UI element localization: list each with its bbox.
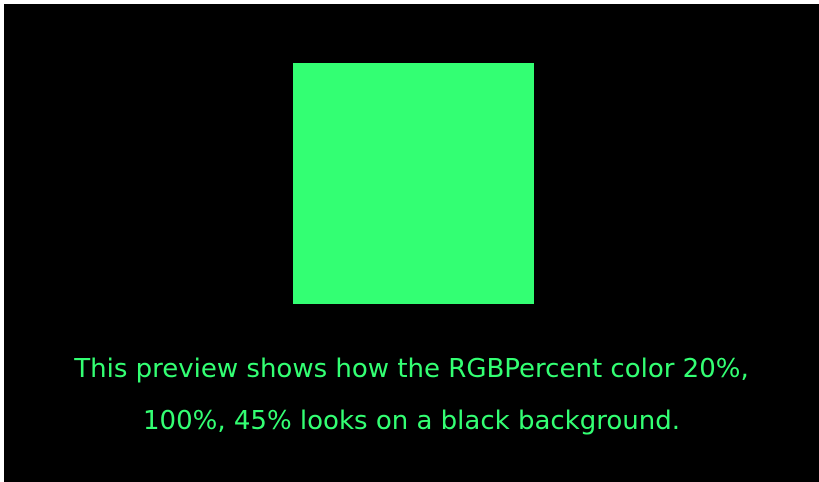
preview-panel: This preview shows how the RGBPercent co… [4, 4, 819, 482]
caption-line-2: 100%, 45% looks on a black background. [143, 406, 680, 436]
caption-line-1: This preview shows how the RGBPercent co… [74, 354, 749, 384]
color-swatch [293, 63, 534, 304]
preview-caption: This preview shows how the RGBPercent co… [4, 343, 819, 447]
